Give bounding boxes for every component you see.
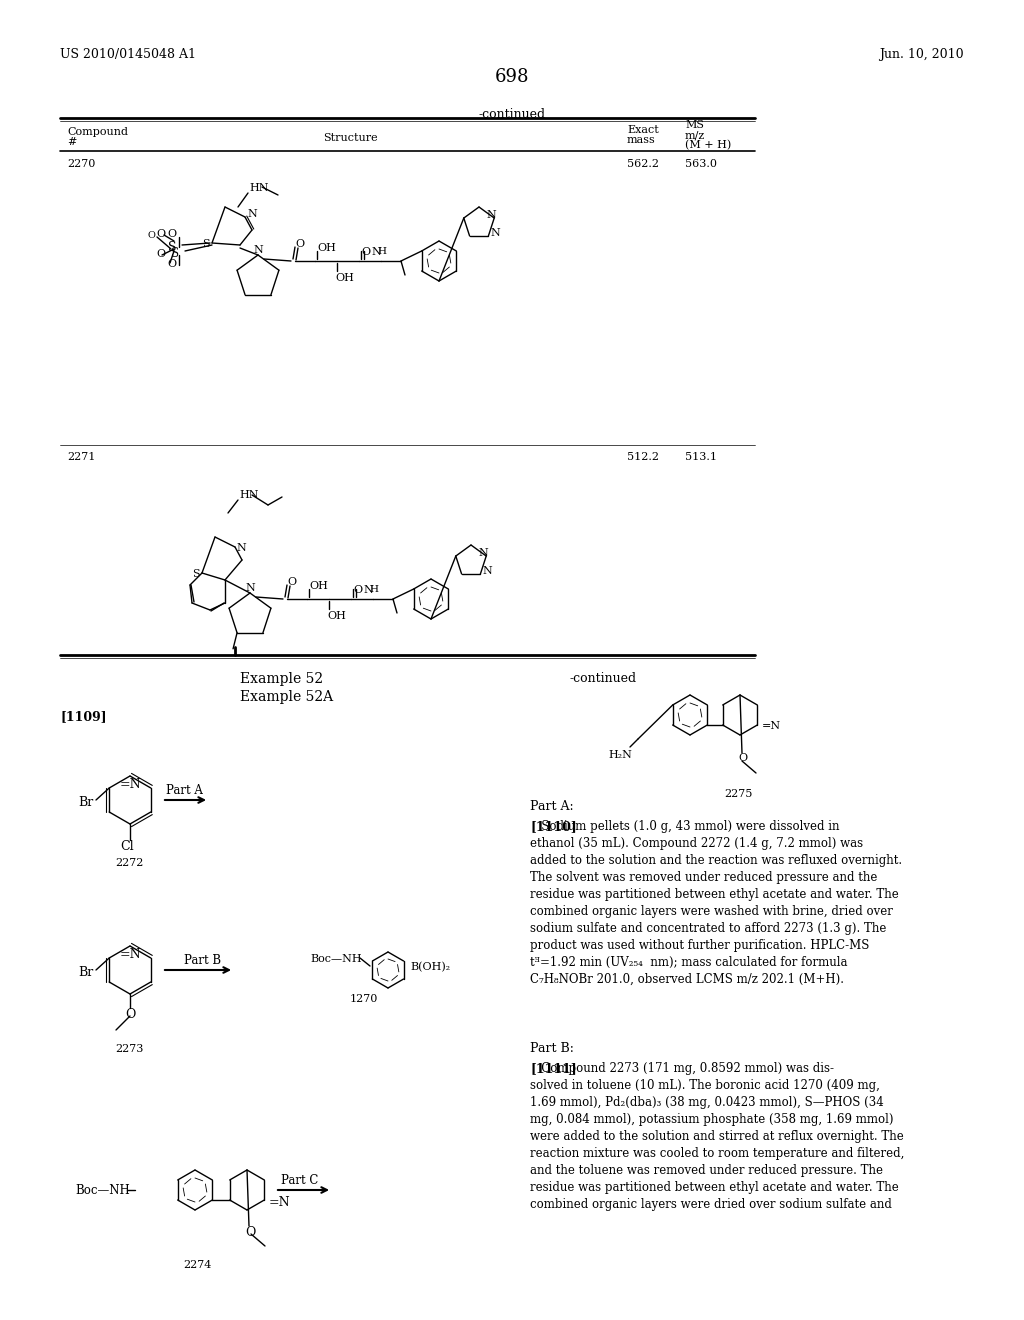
Text: N: N <box>490 228 500 238</box>
Text: -continued: -continued <box>478 108 546 121</box>
Text: OH: OH <box>335 273 354 282</box>
Text: O: O <box>287 577 296 587</box>
Text: N: N <box>478 548 488 558</box>
Text: 2272: 2272 <box>115 858 143 869</box>
Text: 1270: 1270 <box>350 994 379 1005</box>
Text: HN: HN <box>249 183 268 193</box>
Text: Part C: Part C <box>281 1173 318 1187</box>
Text: OH: OH <box>327 611 346 620</box>
Text: O: O <box>167 228 176 239</box>
Text: 513.1: 513.1 <box>685 451 717 462</box>
Text: MS: MS <box>685 120 705 129</box>
Text: Br: Br <box>78 966 93 979</box>
Text: O: O <box>156 249 165 259</box>
Text: Sodium pellets (1.0 g, 43 mmol) were dissolved in
ethanol (35 mL). Compound 2272: Sodium pellets (1.0 g, 43 mmol) were dis… <box>530 820 902 986</box>
Text: 562.2: 562.2 <box>627 158 659 169</box>
Text: 2271: 2271 <box>67 451 95 462</box>
Text: O: O <box>125 1008 135 1020</box>
Text: 512.2: 512.2 <box>627 451 659 462</box>
Text: OH: OH <box>317 243 336 253</box>
Text: 2274: 2274 <box>183 1261 211 1270</box>
Text: [1110]: [1110] <box>530 820 577 833</box>
Text: Example 52: Example 52 <box>240 672 324 686</box>
Text: 698: 698 <box>495 69 529 86</box>
Text: HN: HN <box>239 490 258 500</box>
Text: O: O <box>738 752 748 763</box>
Text: Cl: Cl <box>120 840 133 853</box>
Text: mass: mass <box>627 135 655 145</box>
Text: N: N <box>362 585 373 595</box>
Text: S: S <box>193 569 200 579</box>
Text: Example 52A: Example 52A <box>240 690 333 704</box>
Text: Jun. 10, 2010: Jun. 10, 2010 <box>880 48 964 61</box>
Text: O: O <box>167 259 176 269</box>
Text: N: N <box>486 210 496 220</box>
Text: N: N <box>247 209 257 219</box>
Text: O: O <box>147 231 155 240</box>
Text: =N: =N <box>269 1196 291 1209</box>
Text: [1109]: [1109] <box>60 710 106 723</box>
Text: -continued: -continued <box>570 672 637 685</box>
Text: N: N <box>482 566 493 576</box>
Text: S: S <box>168 242 176 253</box>
Text: B(OH)₂: B(OH)₂ <box>410 962 451 973</box>
Text: N: N <box>236 543 246 553</box>
Text: #: # <box>67 137 77 147</box>
Text: O: O <box>295 239 304 249</box>
Text: Part A:: Part A: <box>530 800 573 813</box>
Text: S: S <box>202 239 210 249</box>
Text: Compound 2273 (171 mg, 0.8592 mmol) was dis-
solved in toluene (10 mL). The boro: Compound 2273 (171 mg, 0.8592 mmol) was … <box>530 1063 904 1210</box>
Text: Compound: Compound <box>67 127 128 137</box>
Text: N: N <box>371 247 381 257</box>
Text: H₂N: H₂N <box>608 750 632 760</box>
Text: (M + H): (M + H) <box>685 140 731 150</box>
Text: US 2010/0145048 A1: US 2010/0145048 A1 <box>60 48 196 61</box>
Text: [1111]: [1111] <box>530 1063 577 1074</box>
Text: N: N <box>253 246 263 255</box>
Text: N: N <box>245 583 255 593</box>
Text: Structure: Structure <box>323 133 377 143</box>
Text: Boc—NH: Boc—NH <box>310 954 361 964</box>
Text: O: O <box>353 585 362 595</box>
Text: S: S <box>171 247 179 260</box>
Text: Part B:: Part B: <box>530 1041 573 1055</box>
Text: 2275: 2275 <box>724 789 753 799</box>
Text: O: O <box>245 1226 255 1239</box>
Text: =N: =N <box>120 948 141 961</box>
Text: 2273: 2273 <box>115 1044 143 1053</box>
Text: O: O <box>361 247 370 257</box>
Text: Br: Br <box>78 796 93 809</box>
Text: =N: =N <box>762 721 781 731</box>
Text: Part A: Part A <box>166 784 203 797</box>
Text: H: H <box>377 247 386 256</box>
Text: H: H <box>369 585 378 594</box>
Text: 2270: 2270 <box>67 158 95 169</box>
Text: O: O <box>156 228 165 239</box>
Text: OH: OH <box>309 581 328 591</box>
Text: Exact: Exact <box>627 125 658 135</box>
Text: Boc—NH: Boc—NH <box>75 1184 130 1197</box>
Text: Part B: Part B <box>184 954 221 968</box>
Text: m/z: m/z <box>685 129 706 140</box>
Text: 563.0: 563.0 <box>685 158 717 169</box>
Text: =N: =N <box>120 777 141 791</box>
